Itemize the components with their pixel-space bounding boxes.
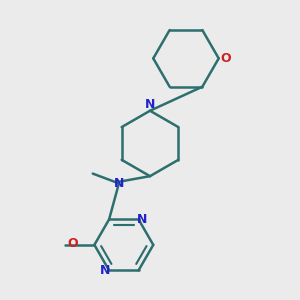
Text: N: N: [145, 98, 155, 111]
Text: O: O: [68, 237, 78, 250]
Text: N: N: [114, 177, 124, 190]
Text: N: N: [137, 213, 148, 226]
Text: O: O: [220, 52, 231, 65]
Text: N: N: [100, 264, 110, 277]
